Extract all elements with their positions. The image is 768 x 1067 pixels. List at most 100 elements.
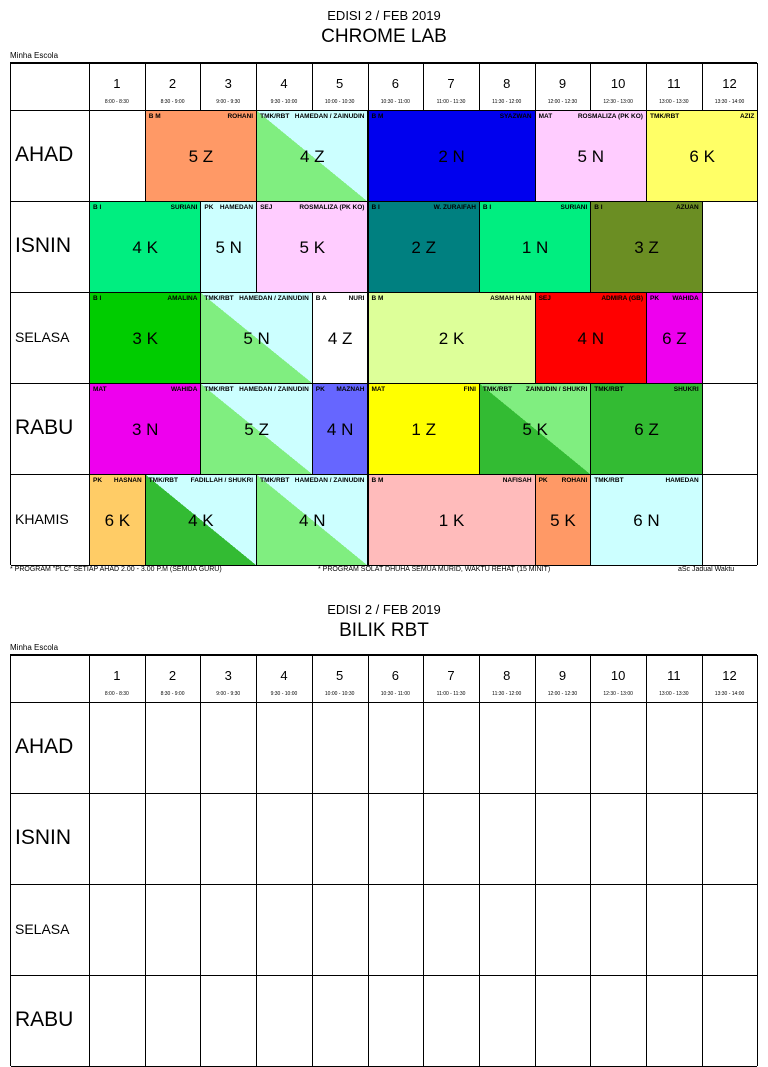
lesson-card[interactable]: B I AMALINA 3 K xyxy=(89,292,202,384)
bottom-period-number: 5 xyxy=(336,668,344,683)
lesson-subject: B I xyxy=(482,204,492,211)
bottom-grid-vline xyxy=(646,655,647,1066)
lesson-teacher: HAMEDAN / ZAINUDIN xyxy=(239,295,309,302)
lesson-teacher: HAMEDAN / ZAINUDIN xyxy=(239,386,309,393)
lesson-teacher: MAZNAH xyxy=(336,386,365,393)
lesson-class: 4 K xyxy=(132,237,158,257)
top-period-time: 8:00 - 8:30 xyxy=(104,99,129,105)
lesson-teacher: ROSMALIZA (PK KO) xyxy=(577,113,643,120)
lesson-card[interactable]: TMK/RBT AZIZ 6 K xyxy=(646,110,759,202)
lesson-class: 2 Z xyxy=(411,237,436,257)
lesson-card[interactable]: TMK/RBT ZAINUDIN / SHUKRI 5 K xyxy=(478,383,592,475)
footer-note-plc: * PROGRAM "PLC" SETIAP AHAD 2.00 - 3.00 … xyxy=(10,566,222,573)
lesson-teacher: HAMEDAN / ZAINUDIN xyxy=(294,477,365,484)
lesson-teacher: NAFISAH xyxy=(502,477,532,484)
bottom-grid-hline xyxy=(11,884,758,885)
bottom-period-number: 11 xyxy=(667,668,681,683)
lesson-class: 3 Z xyxy=(634,237,659,257)
lesson-subject: TMK/RBT xyxy=(204,295,234,302)
lesson-card[interactable]: B I AZUAN 3 Z xyxy=(590,201,703,293)
lesson-card[interactable]: TMK/RBT HAMEDAN / ZAINUDIN 4 Z xyxy=(256,110,369,202)
bottom-period-time: 9:00 - 9:30 xyxy=(216,691,241,697)
lesson-card[interactable]: MAT WAHIDA 3 N xyxy=(89,383,202,475)
lesson-card[interactable]: PK MAZNAH 4 N xyxy=(311,383,369,475)
lesson-class: 6 K xyxy=(689,146,715,166)
lesson-card[interactable]: B M ASMAH HANI 2 K xyxy=(367,292,536,384)
lesson-subject: TMK/RBT xyxy=(260,477,290,484)
lesson-card[interactable]: TMK/RBT HAMEDAN / ZAINUDIN 5 Z xyxy=(200,383,313,475)
lesson-subject: B M xyxy=(371,477,384,484)
lesson-class: 4 N xyxy=(326,419,354,439)
lesson-card[interactable]: SEJ ROSMALIZA (PK KO) 5 K xyxy=(256,201,369,293)
bottom-grid-hline xyxy=(11,702,758,703)
lesson-teacher: AZIZ xyxy=(739,113,755,120)
lesson-class: 5 Z xyxy=(188,146,214,166)
lesson-card[interactable]: B I W. ZURAIFAH 2 Z xyxy=(367,201,480,293)
bottom-period-time: 8:30 - 9:00 xyxy=(160,691,185,697)
bottom-period-time: 12:00 - 12:30 xyxy=(547,691,578,697)
lesson-teacher: ROHANI xyxy=(561,477,588,484)
bottom-period-time: 13:00 - 13:30 xyxy=(659,691,689,697)
top-school-name: Minha Escola xyxy=(10,51,59,60)
top-room-title: CHROME LAB xyxy=(321,26,447,47)
lesson-card[interactable]: B I SURIANI 1 N xyxy=(478,201,592,293)
lesson-card[interactable]: PK HAMEDAN 5 N xyxy=(200,201,258,293)
lesson-teacher: SURIANI xyxy=(560,204,588,211)
lesson-teacher: NURI xyxy=(348,295,365,302)
top-grid-hline xyxy=(11,63,758,64)
bottom-grid-vline xyxy=(367,655,369,1066)
lesson-card[interactable]: MAT FINI 1 Z xyxy=(367,383,480,475)
lesson-card[interactable]: PK HASNAN 6 K xyxy=(89,474,146,566)
lesson-card[interactable]: B M ROHANI 5 Z xyxy=(144,110,258,202)
bottom-period-number: 1 xyxy=(113,668,121,683)
lesson-subject: MAT xyxy=(371,386,386,393)
lesson-teacher: FINI xyxy=(463,386,476,393)
top-period-time: 11:00 - 11:30 xyxy=(436,99,466,105)
lesson-card[interactable]: TMK/RBT FADILLAH / SHUKRI 4 K xyxy=(144,474,258,566)
lesson-card[interactable]: B M NAFISAH 1 K xyxy=(367,474,536,566)
lesson-card[interactable]: MAT ROSMALIZA (PK KO) 5 N xyxy=(534,110,647,202)
bottom-grid-vline xyxy=(757,655,759,1066)
lesson-class: 5 N xyxy=(215,237,242,257)
lesson-teacher: SHUKRI xyxy=(673,386,699,393)
lesson-teacher: W. ZURAIFAH xyxy=(433,204,476,211)
bottom-day-rabu: RABU xyxy=(15,1007,74,1031)
lesson-subject: PK xyxy=(650,295,660,302)
lesson-card[interactable]: TMK/RBT HAMEDAN / ZAINUDIN 5 N xyxy=(200,292,313,384)
lesson-subject: TMK/RBT xyxy=(260,113,290,120)
lesson-card[interactable]: B A NURI 4 Z xyxy=(311,292,369,384)
bottom-school-name: Minha Escola xyxy=(10,643,59,652)
lesson-teacher: AMALINA xyxy=(167,295,198,302)
lesson-teacher: AZUAN xyxy=(675,204,699,211)
lesson-card[interactable]: TMK/RBT SHUKRI 6 Z xyxy=(590,383,703,475)
lesson-class: 3 K xyxy=(132,328,158,348)
lesson-class: 6 Z xyxy=(634,419,659,439)
bottom-period-time: 11:30 - 12:00 xyxy=(492,691,522,697)
lesson-subject: TMK/RBT xyxy=(482,386,513,393)
lesson-teacher: HAMEDAN xyxy=(219,204,254,211)
bottom-grid-vline xyxy=(534,655,536,1066)
lesson-card[interactable]: PK WAHIDA 6 Z xyxy=(646,292,703,384)
lesson-class: 5 Z xyxy=(244,419,269,439)
lesson-card[interactable]: B I SURIANI 4 K xyxy=(89,201,202,293)
bottom-room-title: BILIK RBT xyxy=(339,620,429,641)
lesson-subject: SEJ xyxy=(538,295,551,302)
lesson-card[interactable]: B M SYAZWAN 2 N xyxy=(367,110,536,202)
top-period-number: 1 xyxy=(113,76,121,91)
lesson-card[interactable]: PK ROHANI 5 K xyxy=(534,474,592,566)
bottom-period-number: 3 xyxy=(224,668,232,683)
lesson-subject: B I xyxy=(371,204,380,211)
lesson-class: 1 N xyxy=(521,237,549,257)
lesson-card[interactable]: SEJ ADMIRA (GB) 4 N xyxy=(534,292,647,384)
bottom-period-number: 4 xyxy=(280,668,288,683)
bottom-edition: EDISI 2 / FEB 2019 xyxy=(327,602,441,617)
lesson-subject: B I xyxy=(594,204,603,211)
bottom-grid-vline xyxy=(89,655,90,1066)
lesson-card[interactable]: TMK/RBT HAMEDAN 6 N xyxy=(590,474,703,566)
lesson-card[interactable]: TMK/RBT HAMEDAN / ZAINUDIN 4 N xyxy=(256,474,369,566)
lesson-subject: B M xyxy=(371,113,384,120)
top-period-time: 10:30 - 11:00 xyxy=(380,99,410,105)
top-edition: EDISI 2 / FEB 2019 xyxy=(327,8,441,23)
top-period-number: 9 xyxy=(558,76,567,91)
lesson-teacher: SURIANI xyxy=(170,204,198,211)
